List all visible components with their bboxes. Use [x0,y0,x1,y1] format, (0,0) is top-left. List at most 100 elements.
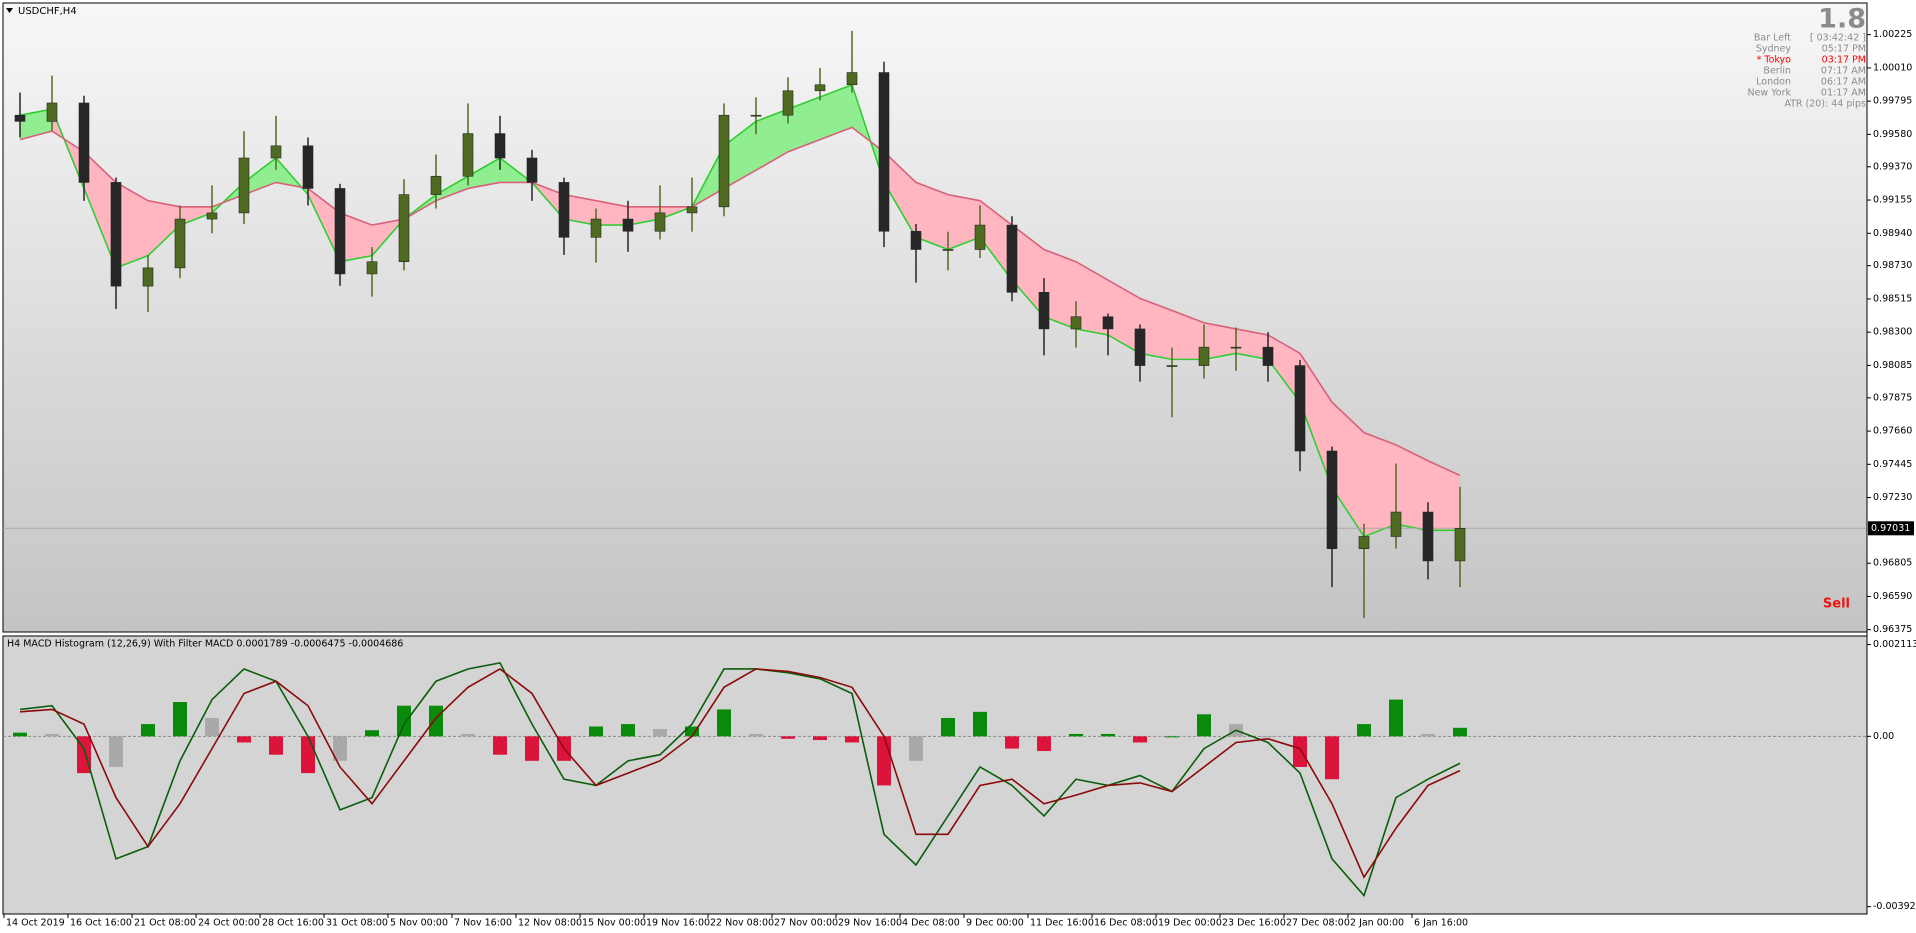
y-tick-label: 0.97875 [1873,392,1912,403]
x-tick-label: 16 Oct 16:00 [70,918,132,929]
histogram-bar [653,728,667,737]
histogram-bar [1005,736,1019,749]
candle-body [1326,450,1338,550]
histogram-bar [1357,724,1371,737]
y-tick-label: 1.00225 [1873,29,1912,40]
candle-body [462,133,474,177]
histogram-bar [141,724,155,737]
candle-body [814,84,826,92]
info-value: 07:17 AM [1821,66,1866,77]
histogram-bar [909,736,923,761]
candle-body [686,206,698,214]
ma-fill [948,194,980,250]
x-tick-label: 2 Jan 00:00 [1350,918,1404,929]
histogram-bar [1389,699,1403,737]
histogram-bar [1261,736,1275,738]
histogram-bar [1421,733,1435,737]
histogram-bar [813,736,827,741]
ma-fill [756,109,788,171]
candle-body [974,224,986,250]
x-tick-label: 27 Dec 08:00 [1286,918,1350,929]
candle-body [1294,365,1306,452]
info-value: 05:17 PM [1822,44,1866,55]
candle-body [1422,511,1434,562]
candle-body [110,182,122,287]
ma-fill [1428,460,1460,531]
moving-average [19,83,1460,538]
ma-fill [820,84,852,140]
ma-fill [884,151,916,238]
candle-body [878,72,890,232]
candle-body [206,212,218,220]
macd-line [19,668,1461,879]
histogram-bar [589,726,603,737]
candle-body [526,157,538,183]
candle-body [1390,511,1402,537]
ma-fill [1300,353,1332,488]
ma-fill [1396,444,1428,531]
histogram-bar [717,709,731,737]
ma-fill [980,200,1012,281]
candle-body [494,133,506,159]
info-label: Berlin [1763,66,1791,77]
macd-panel [2,635,1868,915]
histogram-bar [1165,736,1179,738]
histogram-bar [173,702,187,737]
histogram-bar [333,736,347,761]
histogram-bar [493,736,507,755]
x-tick-label: 22 Nov 08:00 [710,918,774,929]
y-tick-label: 0.99370 [1873,161,1912,172]
ma-fill [1076,261,1108,335]
ma-fill [84,151,116,268]
candle-body [238,157,250,214]
candle-body [1134,328,1146,366]
candle-body [1102,316,1114,330]
macd-title: H4 MACD Histogram (12,26,9) With Filter … [7,639,403,650]
ma-fill [1172,310,1204,360]
y-tick-label: 0.96805 [1873,558,1912,569]
ma-fill [468,158,500,189]
x-tick-label: 19 Dec 00:00 [1158,918,1222,929]
info-label: * Tokyo [1757,55,1792,66]
y-tick-label: 0.00 [1873,731,1894,742]
info-value: 06:17 AM [1821,77,1866,88]
y-tick-label: 0.98085 [1873,360,1912,371]
symbol-title: USDCHF,H4 [18,6,77,17]
x-tick-label: 9 Dec 00:00 [966,918,1024,929]
candle-body [622,218,634,232]
x-tick-label: 15 Nov 00:00 [582,918,646,929]
candle-body [782,90,794,116]
candle-body [1070,316,1082,330]
x-tick-label: 24 Oct 00:00 [198,918,260,929]
candle-body [14,114,26,122]
ma-fill [596,200,628,226]
x-tick-label: 12 Nov 08:00 [518,918,582,929]
ma-fill [788,96,820,152]
x-tick-label: 31 Oct 08:00 [326,918,388,929]
ma-fill [1332,402,1364,537]
histogram-bar [429,705,443,737]
ma-fill [1268,334,1300,403]
ma-fill [244,158,276,195]
x-tick-label: 11 Dec 16:00 [1030,918,1094,929]
info-label: London [1756,77,1791,88]
macd-line [19,661,1461,898]
histogram-bar [525,736,539,761]
y-tick-label: 0.98940 [1873,228,1912,239]
candle-body [1166,365,1178,367]
histogram-bar [1037,736,1051,752]
candle-body [270,145,282,159]
candle-body [334,188,346,275]
histogram-bar [685,726,699,737]
histogram-bar [877,736,891,786]
candle-body [750,114,762,117]
x-tick-label: 19 Nov 16:00 [646,918,710,929]
y-tick-label: 0.97230 [1873,492,1912,503]
x-tick-label: 27 Nov 00:00 [774,918,838,929]
x-tick-label: 7 Nov 16:00 [454,918,512,929]
symbol-menu-arrow[interactable] [6,8,13,13]
histogram-bar [237,736,251,743]
signal-label: Sell [1823,597,1850,612]
x-tick-label: 29 Nov 16:00 [838,918,902,929]
